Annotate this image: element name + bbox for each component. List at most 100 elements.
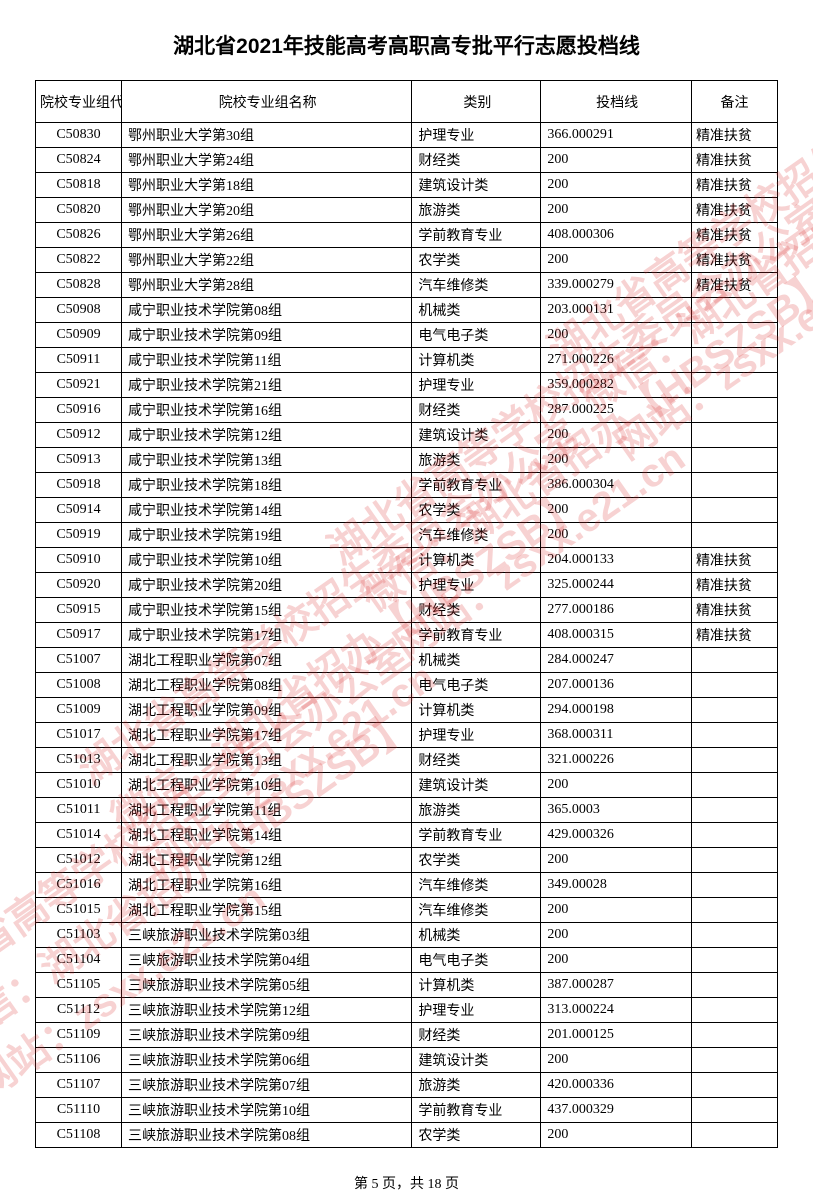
cell-name: 湖北工程职业学院第11组	[122, 798, 412, 823]
cell-score: 200	[541, 898, 692, 923]
cell-note	[691, 923, 777, 948]
cell-code: C51012	[36, 848, 122, 873]
table-body: C50830鄂州职业大学第30组护理专业366.000291精准扶贫C50824…	[36, 123, 778, 1148]
table-row: C51011湖北工程职业学院第11组旅游类365.0003	[36, 798, 778, 823]
cell-score: 277.000186	[541, 598, 692, 623]
cell-name: 鄂州职业大学第26组	[122, 223, 412, 248]
cell-note	[691, 323, 777, 348]
cell-note	[691, 1048, 777, 1073]
table-row: C51015湖北工程职业学院第15组汽车维修类200	[36, 898, 778, 923]
cell-category: 计算机类	[412, 698, 541, 723]
cell-category: 农学类	[412, 848, 541, 873]
cell-category: 汽车维修类	[412, 898, 541, 923]
cell-note: 精准扶贫	[691, 623, 777, 648]
table-row: C51007湖北工程职业学院第07组机械类284.000247	[36, 648, 778, 673]
cell-note	[691, 748, 777, 773]
cell-code: C51016	[36, 873, 122, 898]
cell-category: 建筑设计类	[412, 1048, 541, 1073]
cell-note	[691, 448, 777, 473]
footer-prefix: 第	[354, 1177, 372, 1192]
cell-code: C51014	[36, 823, 122, 848]
cell-code: C50826	[36, 223, 122, 248]
cell-note: 精准扶贫	[691, 173, 777, 198]
cell-category: 学前教育专业	[412, 623, 541, 648]
cell-category: 财经类	[412, 1023, 541, 1048]
cell-note	[691, 673, 777, 698]
cell-score: 200	[541, 498, 692, 523]
cell-name: 咸宁职业技术学院第14组	[122, 498, 412, 523]
cell-score: 365.0003	[541, 798, 692, 823]
cell-code: C50911	[36, 348, 122, 373]
cell-code: C51110	[36, 1098, 122, 1123]
cell-note	[691, 348, 777, 373]
table-row: C51009湖北工程职业学院第09组计算机类294.000198	[36, 698, 778, 723]
table-row: C50913咸宁职业技术学院第13组旅游类200	[36, 448, 778, 473]
table-row: C51110三峡旅游职业技术学院第10组学前教育专业437.000329	[36, 1098, 778, 1123]
cell-category: 建筑设计类	[412, 773, 541, 798]
cell-category: 学前教育专业	[412, 823, 541, 848]
cell-note	[691, 1073, 777, 1098]
cell-note	[691, 373, 777, 398]
cell-name: 鄂州职业大学第30组	[122, 123, 412, 148]
cell-note	[691, 973, 777, 998]
cell-name: 三峡旅游职业技术学院第10组	[122, 1098, 412, 1123]
cell-code: C51015	[36, 898, 122, 923]
table-row: C50918咸宁职业技术学院第18组学前教育专业386.000304	[36, 473, 778, 498]
cell-name: 咸宁职业技术学院第19组	[122, 523, 412, 548]
table-row: C51010湖北工程职业学院第10组建筑设计类200	[36, 773, 778, 798]
cell-note	[691, 798, 777, 823]
cell-score: 313.000224	[541, 998, 692, 1023]
cell-code: C51009	[36, 698, 122, 723]
table-row: C50909咸宁职业技术学院第09组电气电子类200	[36, 323, 778, 348]
cell-name: 咸宁职业技术学院第09组	[122, 323, 412, 348]
table-row: C51014湖北工程职业学院第14组学前教育专业429.000326	[36, 823, 778, 848]
cell-code: C50822	[36, 248, 122, 273]
cell-name: 三峡旅游职业技术学院第03组	[122, 923, 412, 948]
cell-score: 408.000306	[541, 223, 692, 248]
cell-score: 200	[541, 148, 692, 173]
cell-code: C50910	[36, 548, 122, 573]
cell-code: C50824	[36, 148, 122, 173]
table-row: C51109三峡旅游职业技术学院第09组财经类201.000125	[36, 1023, 778, 1048]
footer-page: 5	[372, 1177, 379, 1192]
cell-score: 359.000282	[541, 373, 692, 398]
cell-name: 咸宁职业技术学院第17组	[122, 623, 412, 648]
page-title: 湖北省2021年技能高考高职高专批平行志愿投档线	[35, 30, 778, 60]
table-row: C51013湖北工程职业学院第13组财经类321.000226	[36, 748, 778, 773]
table-row: C50826鄂州职业大学第26组学前教育专业408.000306精准扶贫	[36, 223, 778, 248]
table-row: C51008湖北工程职业学院第08组电气电子类207.000136	[36, 673, 778, 698]
cell-category: 计算机类	[412, 973, 541, 998]
cell-name: 鄂州职业大学第18组	[122, 173, 412, 198]
cell-code: C50908	[36, 298, 122, 323]
cell-score: 386.000304	[541, 473, 692, 498]
cell-code: C51105	[36, 973, 122, 998]
table-row: C51108三峡旅游职业技术学院第08组农学类200	[36, 1123, 778, 1148]
page-footer: 第 5 页，共 18 页	[35, 1173, 778, 1193]
cell-note	[691, 648, 777, 673]
cell-score: 200	[541, 173, 692, 198]
table-row: C51012湖北工程职业学院第12组农学类200	[36, 848, 778, 873]
cell-score: 200	[541, 423, 692, 448]
cell-note	[691, 473, 777, 498]
table-header-row: 院校专业组代号 院校专业组名称 类别 投档线 备注	[36, 81, 778, 123]
cell-name: 湖北工程职业学院第14组	[122, 823, 412, 848]
cell-category: 汽车维修类	[412, 273, 541, 298]
cell-note	[691, 498, 777, 523]
cell-code: C50914	[36, 498, 122, 523]
score-table: 院校专业组代号 院校专业组名称 类别 投档线 备注 C50830鄂州职业大学第3…	[35, 80, 778, 1148]
cell-name: 三峡旅游职业技术学院第07组	[122, 1073, 412, 1098]
cell-category: 学前教育专业	[412, 473, 541, 498]
cell-name: 湖北工程职业学院第07组	[122, 648, 412, 673]
cell-category: 财经类	[412, 398, 541, 423]
table-row: C50822鄂州职业大学第22组农学类200精准扶贫	[36, 248, 778, 273]
cell-code: C50828	[36, 273, 122, 298]
cell-name: 咸宁职业技术学院第16组	[122, 398, 412, 423]
cell-score: 271.000226	[541, 348, 692, 373]
table-row: C51017湖北工程职业学院第17组护理专业368.000311	[36, 723, 778, 748]
cell-name: 湖北工程职业学院第08组	[122, 673, 412, 698]
cell-name: 咸宁职业技术学院第11组	[122, 348, 412, 373]
cell-score: 339.000279	[541, 273, 692, 298]
footer-mid: 页，共	[379, 1177, 428, 1192]
table-row: C50920咸宁职业技术学院第20组护理专业325.000244精准扶贫	[36, 573, 778, 598]
cell-name: 湖北工程职业学院第15组	[122, 898, 412, 923]
